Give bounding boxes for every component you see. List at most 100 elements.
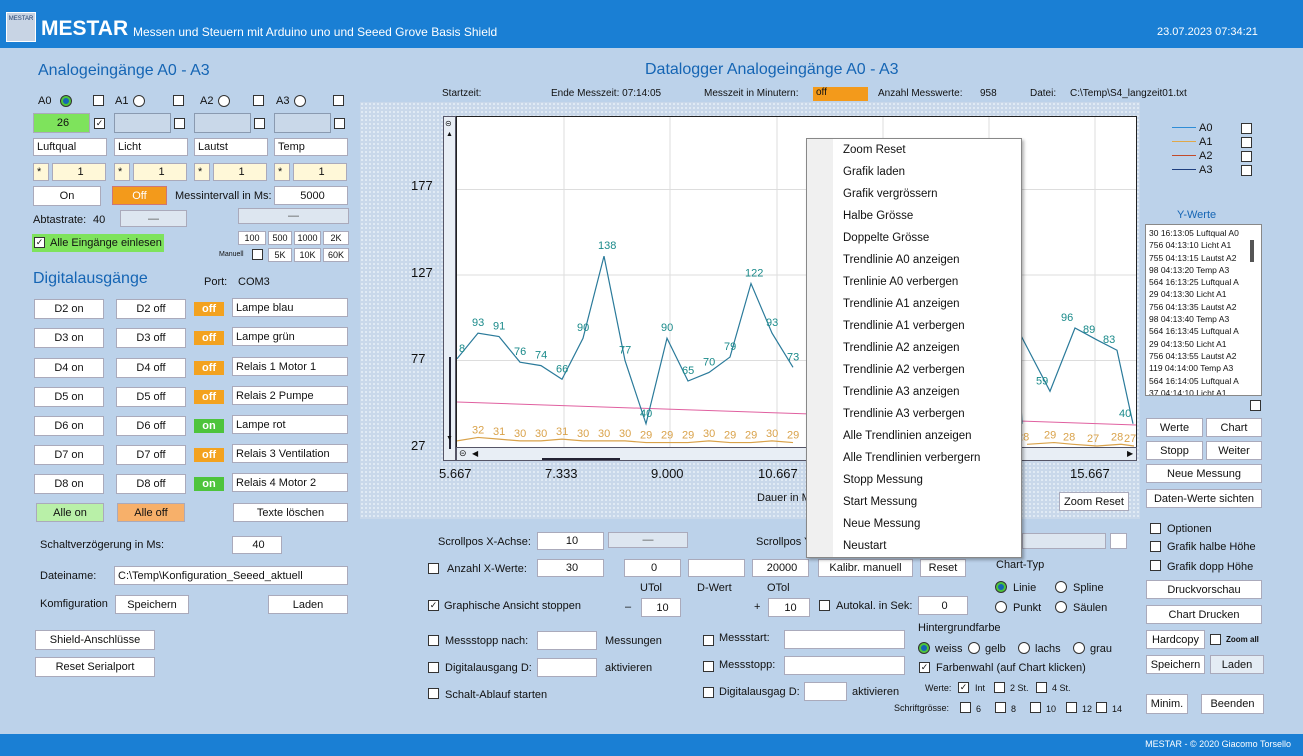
fontsize-checkbox[interactable]	[1096, 702, 1107, 713]
context-menu-item[interactable]: Stopp Messung	[843, 474, 923, 486]
optionen-checkbox[interactable]	[1150, 523, 1161, 534]
d-off-button[interactable]: D2 off	[116, 299, 186, 319]
yvalues-item[interactable]: 37 04:14:10 Licht A1	[1149, 387, 1227, 396]
utol-input[interactable]: 10	[641, 598, 681, 617]
analog-off-button[interactable]: Off	[112, 186, 167, 205]
dig-ausg-checkbox[interactable]	[428, 662, 439, 673]
chart-drucken-button[interactable]: Chart Drucken	[1146, 605, 1262, 624]
manuell-checkbox[interactable]	[252, 249, 263, 260]
chart-button[interactable]: Chart	[1206, 418, 1262, 437]
charttyp-punkt-radio[interactable]	[995, 601, 1007, 613]
a1-value-checkbox[interactable]	[174, 118, 185, 129]
a1-name-input[interactable]: Licht	[114, 138, 188, 156]
context-menu-item[interactable]: Trendlinie A1 verbergen	[843, 320, 965, 332]
reset-serial-button[interactable]: Reset Serialport	[35, 657, 155, 677]
channel-a3-radio[interactable]	[294, 95, 306, 107]
charttyp-linie-radio[interactable]	[995, 581, 1007, 593]
x-scrollbar[interactable]: ⊝ ◀ ▶	[456, 447, 1137, 461]
all-inputs-checkbox[interactable]: ✓	[34, 237, 45, 248]
autokal-checkbox[interactable]	[819, 600, 830, 611]
werte-4st-checkbox[interactable]	[1036, 682, 1047, 693]
d-off-button[interactable]: D5 off	[116, 387, 186, 407]
context-menu-item[interactable]: Trendlinie A2 anzeigen	[843, 342, 960, 354]
context-menu-item[interactable]: Trendlinie A0 anzeigen	[843, 254, 960, 266]
all-on-button[interactable]: Alle on	[36, 503, 104, 522]
a2-mult-sign[interactable]: *	[194, 163, 210, 181]
halbe-hoehe-checkbox[interactable]	[1150, 541, 1161, 552]
d-name-input[interactable]: Lampe blau	[232, 298, 348, 317]
scroll-y-slider[interactable]	[1022, 533, 1106, 549]
a3-value-checkbox[interactable]	[334, 118, 345, 129]
right-load-button[interactable]: Laden	[1210, 655, 1264, 674]
messstopp-checkbox[interactable]	[703, 661, 714, 672]
rate-500-button[interactable]: 500	[268, 231, 292, 245]
werte-2st-checkbox[interactable]	[994, 682, 1005, 693]
rate-1000-button[interactable]: 1000	[294, 231, 321, 245]
x-scroll-right-icon[interactable]: ▶	[1127, 449, 1134, 458]
x-scroll-left-icon[interactable]: ◀	[472, 449, 479, 458]
schalt-checkbox[interactable]	[428, 688, 439, 699]
context-menu-item[interactable]: Trendlinie A3 verbergen	[843, 408, 965, 420]
rate-2k-button[interactable]: 2K	[323, 231, 349, 245]
fontsize-checkbox[interactable]	[1066, 702, 1077, 713]
chart-plot-area[interactable]: 8 93 91 76 74 66 90 138 77 40 90 65 70 79 122 93 73 32 31 3…	[456, 116, 1137, 461]
context-menu-item[interactable]: Trendlinie A2 verbergen	[843, 364, 965, 376]
d-name-input[interactable]: Relais 2 Pumpe	[232, 386, 348, 405]
bg-grau-radio[interactable]	[1073, 642, 1085, 654]
chart-context-menu[interactable]: Zoom Reset Grafik laden Grafik vergrössern…	[806, 138, 1022, 558]
messstopp-input[interactable]	[784, 656, 905, 675]
d-off-button[interactable]: D8 off	[116, 474, 186, 494]
d-on-button[interactable]: D2 on	[34, 299, 104, 319]
zoom-all-checkbox[interactable]	[1210, 634, 1221, 645]
context-menu-item[interactable]: Doppelte Grösse	[843, 232, 930, 244]
graph-stop-checkbox[interactable]: ✓	[428, 600, 439, 611]
kalibr-dwert-input[interactable]	[688, 559, 745, 577]
fontsize-checkbox[interactable]	[995, 702, 1006, 713]
rate-5k-button[interactable]: 5K	[268, 248, 292, 262]
bg-lachs-radio[interactable]	[1018, 642, 1030, 654]
otol-input[interactable]: 10	[768, 598, 810, 617]
yvalues-item[interactable]: 98 04:13:20 Temp A3	[1149, 264, 1230, 275]
y-scrollbar[interactable]: ⊝ ▲ ▼	[443, 116, 456, 461]
channel-a1-checkbox[interactable]	[173, 95, 184, 106]
x-scroll-thumb[interactable]	[542, 458, 620, 460]
yvalues-item[interactable]: 29 04:13:50 Licht A1	[1149, 338, 1227, 349]
a3-mult-value[interactable]: 1	[293, 163, 347, 181]
d-on-button[interactable]: D3 on	[34, 328, 104, 348]
context-menu-item[interactable]: Neustart	[843, 540, 887, 552]
legend-checkbox[interactable]	[1241, 123, 1252, 134]
stopp-button[interactable]: Stopp	[1146, 441, 1203, 460]
anz-x-input[interactable]: 30	[537, 559, 604, 577]
legend-checkbox[interactable]	[1241, 137, 1252, 148]
werte-int-checkbox[interactable]: ✓	[958, 682, 969, 693]
yvalues-item[interactable]: 564 16:14:05 Luftqual A	[1149, 375, 1239, 386]
chart-zoom-reset-button[interactable]: Zoom Reset	[1059, 492, 1129, 511]
legend-checkbox[interactable]	[1241, 151, 1252, 162]
yvalues-item[interactable]: 564 16:13:25 Luftqual A	[1149, 277, 1239, 288]
yvalues-item[interactable]: 98 04:13:40 Temp A3	[1149, 314, 1230, 325]
y-scroll-down-icon[interactable]: ▼	[446, 435, 453, 442]
all-inputs-toggle[interactable]: ✓ Alle Eingänge einlesen	[32, 234, 164, 252]
a0-mult-sign[interactable]: *	[33, 163, 49, 181]
d-name-input[interactable]: Relais 1 Motor 1	[232, 357, 348, 376]
y-scroll-up-icon[interactable]: ▲	[446, 131, 453, 138]
a0-name-input[interactable]: Luftqual	[33, 138, 107, 156]
dig-ausg2-input[interactable]	[804, 682, 847, 701]
context-menu-item[interactable]: Neue Messung	[843, 518, 921, 530]
kalibr-manuell-button[interactable]: Kalibr. manuell	[818, 559, 913, 577]
x-scroll-zoom-icon[interactable]: ⊝	[459, 448, 467, 458]
yvalues-item[interactable]: 30 16:13:05 Luftqual A0	[1149, 228, 1239, 238]
d-on-button[interactable]: D7 on	[34, 445, 104, 465]
rate-100-button[interactable]: 100	[238, 231, 266, 245]
kalibr-min-input[interactable]: 0	[624, 559, 681, 577]
yvalues-item[interactable]: 564 16:13:45 Luftqual A	[1149, 326, 1239, 337]
a1-mult-sign[interactable]: *	[114, 163, 130, 181]
a3-mult-sign[interactable]: *	[274, 163, 290, 181]
daten-werte-button[interactable]: Daten-Werte sichten	[1146, 489, 1262, 508]
charttyp-spline-radio[interactable]	[1055, 581, 1067, 593]
clear-texts-button[interactable]: Texte löschen	[233, 503, 348, 522]
messstopp-nach-input[interactable]	[537, 631, 597, 650]
d-off-button[interactable]: D3 off	[116, 328, 186, 348]
messstart-input[interactable]	[784, 630, 905, 649]
a2-name-input[interactable]: Lautst	[194, 138, 268, 156]
